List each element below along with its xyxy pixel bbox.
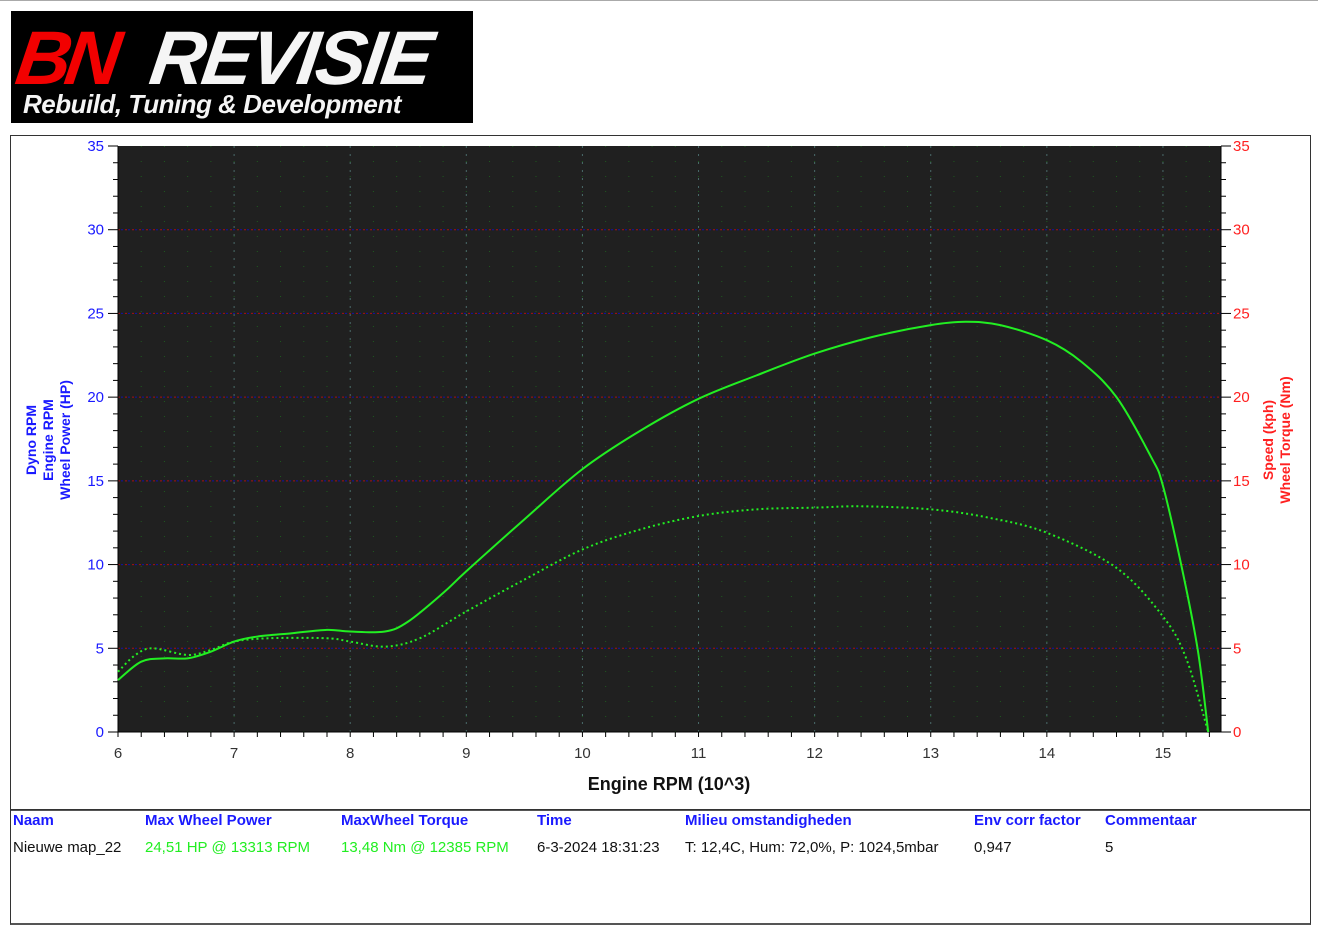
cell-commentaar: 5 <box>1105 839 1114 856</box>
y-right-axis-label: Speed (kph) <box>1260 400 1276 480</box>
y-left-tick-label: 20 <box>87 389 104 406</box>
y-left-tick-label: 10 <box>87 557 104 574</box>
y-right-tick-label: 0 <box>1233 724 1241 741</box>
cell-milieu: T: 12,4C, Hum: 72,0%, P: 1024,5mbar <box>685 839 939 856</box>
header-milieu: Milieu omstandigheden <box>685 812 852 829</box>
cell-max-wheel-power: 24,51 HP @ 13313 RPM <box>145 839 311 856</box>
dyno-chart-frame <box>10 135 1311 811</box>
y-left-tick-label: 30 <box>87 222 104 239</box>
y-left-tick-label: 35 <box>87 138 104 155</box>
y-left-tick-label: 0 <box>96 724 104 741</box>
results-table: Naam Max Wheel Power MaxWheel Torque Tim… <box>10 809 1311 925</box>
plot-area <box>118 146 1221 732</box>
y-left-tick-label: 5 <box>96 640 104 657</box>
y-left-tick-label: 25 <box>87 305 104 322</box>
dyno-chart: 6 7 8 9 10 11 12 13 14 15 0 0 5 5 10 10 15 15 20 20 25 25 30 30… <box>23 138 1293 794</box>
y-left-tick-label: 15 <box>87 473 104 490</box>
y-left-axis-label: Dyno RPM <box>23 405 39 475</box>
y-right-tick-label: 20 <box>1233 389 1250 406</box>
y-right-tick-label: 10 <box>1233 557 1250 574</box>
x-tick-label: 14 <box>1038 745 1055 762</box>
bn-revisie-logo: BN REVISIE Rebuild, Tuning & Development <box>11 11 473 123</box>
top-border <box>0 0 1318 1</box>
header-env-corr: Env corr factor <box>974 812 1081 829</box>
header-time: Time <box>537 812 572 829</box>
cell-env-corr: 0,947 <box>974 839 1012 856</box>
x-tick-label: 12 <box>806 745 823 762</box>
y-right-tick-label: 30 <box>1233 222 1250 239</box>
logo-tagline: Rebuild, Tuning & Development <box>23 89 401 119</box>
y-right-tick-label: 35 <box>1233 138 1250 155</box>
x-tick-label: 7 <box>230 745 238 762</box>
header-max-wheel-power: Max Wheel Power <box>145 812 272 829</box>
y-right-axis-label: Wheel Torque (Nm) <box>1277 376 1293 503</box>
wheel-power-curve <box>117 320 1210 733</box>
x-tick-label: 11 <box>691 745 707 762</box>
x-tick-label: 6 <box>114 745 122 762</box>
y-left-axis-label: Wheel Power (HP) <box>57 380 73 500</box>
cell-naam: Nieuwe map_22 <box>13 839 122 856</box>
x-tick-label: 8 <box>346 745 354 762</box>
x-tick-label: 10 <box>574 745 591 762</box>
header-max-wheel-torque: MaxWheel Torque <box>341 812 469 829</box>
header-commentaar: Commentaar <box>1105 812 1197 829</box>
header-naam: Naam <box>13 812 54 829</box>
cell-max-wheel-torque: 13,48 Nm @ 12385 RPM <box>341 839 509 856</box>
y-right-tick-label: 25 <box>1233 305 1250 322</box>
y-right-tick-label: 5 <box>1233 640 1241 657</box>
x-tick-label: 13 <box>922 745 939 762</box>
y-left-axis-label: Engine RPM <box>40 399 56 481</box>
x-tick-label: 9 <box>462 745 470 762</box>
x-axis-label: Engine RPM (10^3) <box>588 774 751 794</box>
y-right-tick-label: 15 <box>1233 473 1250 490</box>
cell-time: 6-3-2024 18:31:23 <box>537 839 660 856</box>
x-tick-label: 15 <box>1155 745 1172 762</box>
